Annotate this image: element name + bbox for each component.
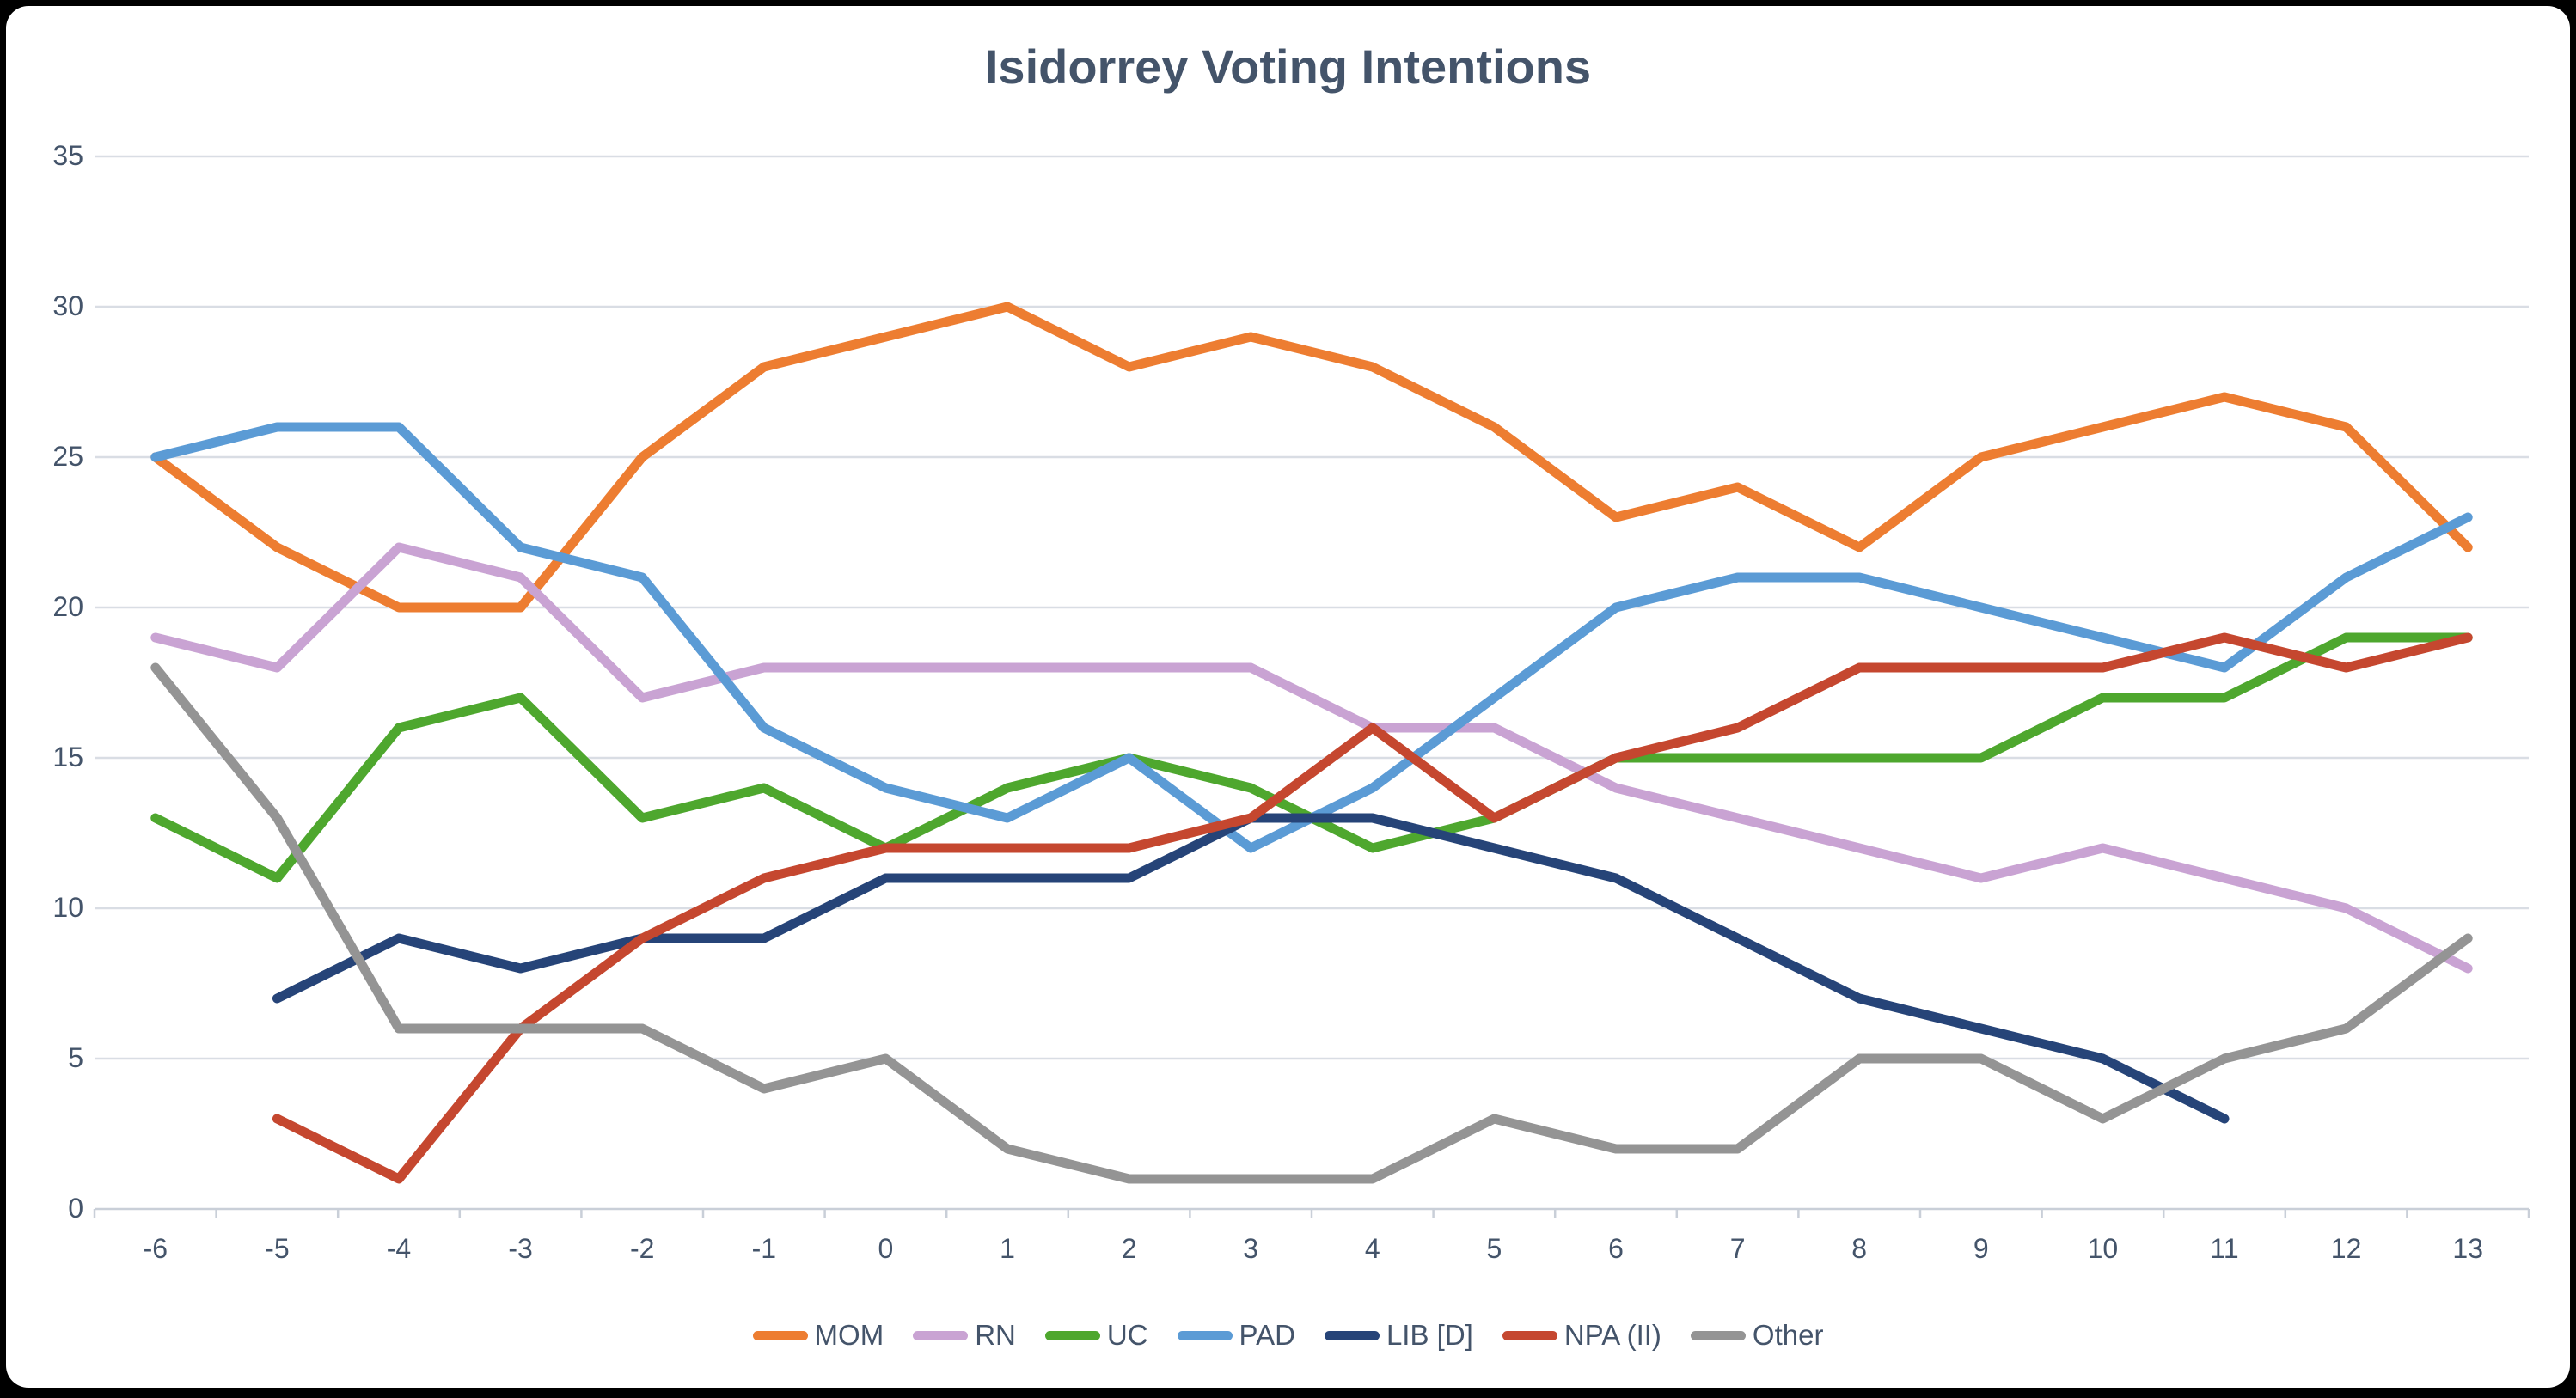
legend-swatch: [1690, 1330, 1746, 1340]
legend-label: NPA (II): [1563, 1319, 1661, 1351]
legend-label: MOM: [814, 1319, 884, 1351]
legend-item-PAD: PAD: [1177, 1319, 1295, 1352]
x-axis-tick-label: 12: [2330, 1233, 2362, 1264]
legend-item-RN: RN: [913, 1319, 1016, 1352]
legend-item-MOM: MOM: [752, 1319, 884, 1352]
chart-canvas: Isidorrey Voting Intentions 0 5 10 15 20 25 30…: [6, 6, 2570, 1388]
series-line-MOM: [150, 302, 2473, 613]
chart-title: Isidorrey Voting Intentions: [984, 40, 1592, 94]
legend-label: UC: [1106, 1319, 1148, 1351]
y-axis-tick-label: 30: [52, 290, 83, 321]
x-axis-tick-label: 3: [1243, 1233, 1259, 1264]
legend-item-NPA-II-: NPA (II): [1502, 1319, 1661, 1352]
y-axis-tick-label: 10: [52, 892, 83, 923]
x-axis-tick-label: 8: [1851, 1233, 1868, 1264]
y-axis-tick-label: 20: [52, 591, 83, 622]
y-axis-tick-label: 5: [68, 1042, 83, 1073]
series-line-PAD: [150, 422, 2473, 853]
legend-swatch: [1324, 1330, 1380, 1340]
x-axis-tick-label: 2: [1121, 1233, 1137, 1264]
x-axis-tick-label: -4: [386, 1233, 412, 1264]
x-axis-tick-label: 1: [1000, 1233, 1015, 1264]
series-line-RN: [150, 542, 2473, 974]
y-axis-tick-label: 0: [68, 1193, 83, 1224]
x-axis-tick-label: 6: [1608, 1233, 1624, 1264]
x-axis-tick-label: -5: [265, 1233, 290, 1264]
x-axis-tick-label: 13: [2452, 1233, 2483, 1264]
chart-legend: MOM RN UC PAD LIB [D] NPA (II) Other: [6, 1319, 2570, 1352]
y-axis-tick-label: 15: [52, 742, 83, 772]
legend-label: RN: [975, 1319, 1016, 1351]
legend-label: PAD: [1239, 1319, 1295, 1351]
legend-item-Other: Other: [1690, 1319, 1824, 1352]
legend-label: LIB [D]: [1386, 1319, 1473, 1351]
x-axis-tick-label: 0: [878, 1233, 894, 1264]
x-axis-tick-label: -6: [143, 1233, 168, 1264]
x-axis-tick-label: 7: [1729, 1233, 1746, 1264]
legend-swatch: [913, 1330, 969, 1340]
x-axis-tick-label: -1: [751, 1233, 777, 1264]
x-axis-tick-label: 4: [1364, 1233, 1380, 1264]
x-axis-tick-label: 9: [1973, 1233, 1989, 1264]
x-axis-tick-label: -2: [629, 1233, 655, 1264]
y-axis-tick-label: 35: [52, 140, 83, 171]
y-axis-tick-label: 25: [52, 441, 83, 472]
legend-swatch: [752, 1330, 808, 1340]
legend-item-UC: UC: [1044, 1319, 1148, 1352]
series-line-NPA-II-: [272, 632, 2473, 1184]
legend-swatch: [1502, 1330, 1557, 1340]
series-line-Other: [150, 662, 2473, 1184]
legend-item-LIB-D-: LIB [D]: [1324, 1319, 1473, 1352]
legend-swatch: [1044, 1330, 1100, 1340]
x-axis-tick-label: -3: [508, 1233, 533, 1264]
x-axis-tick-label: 11: [2210, 1233, 2239, 1264]
x-axis-tick-label: 5: [1486, 1233, 1502, 1264]
x-axis-tick-label: 10: [2087, 1233, 2119, 1264]
legend-label: Other: [1752, 1319, 1824, 1351]
legend-swatch: [1177, 1330, 1233, 1340]
